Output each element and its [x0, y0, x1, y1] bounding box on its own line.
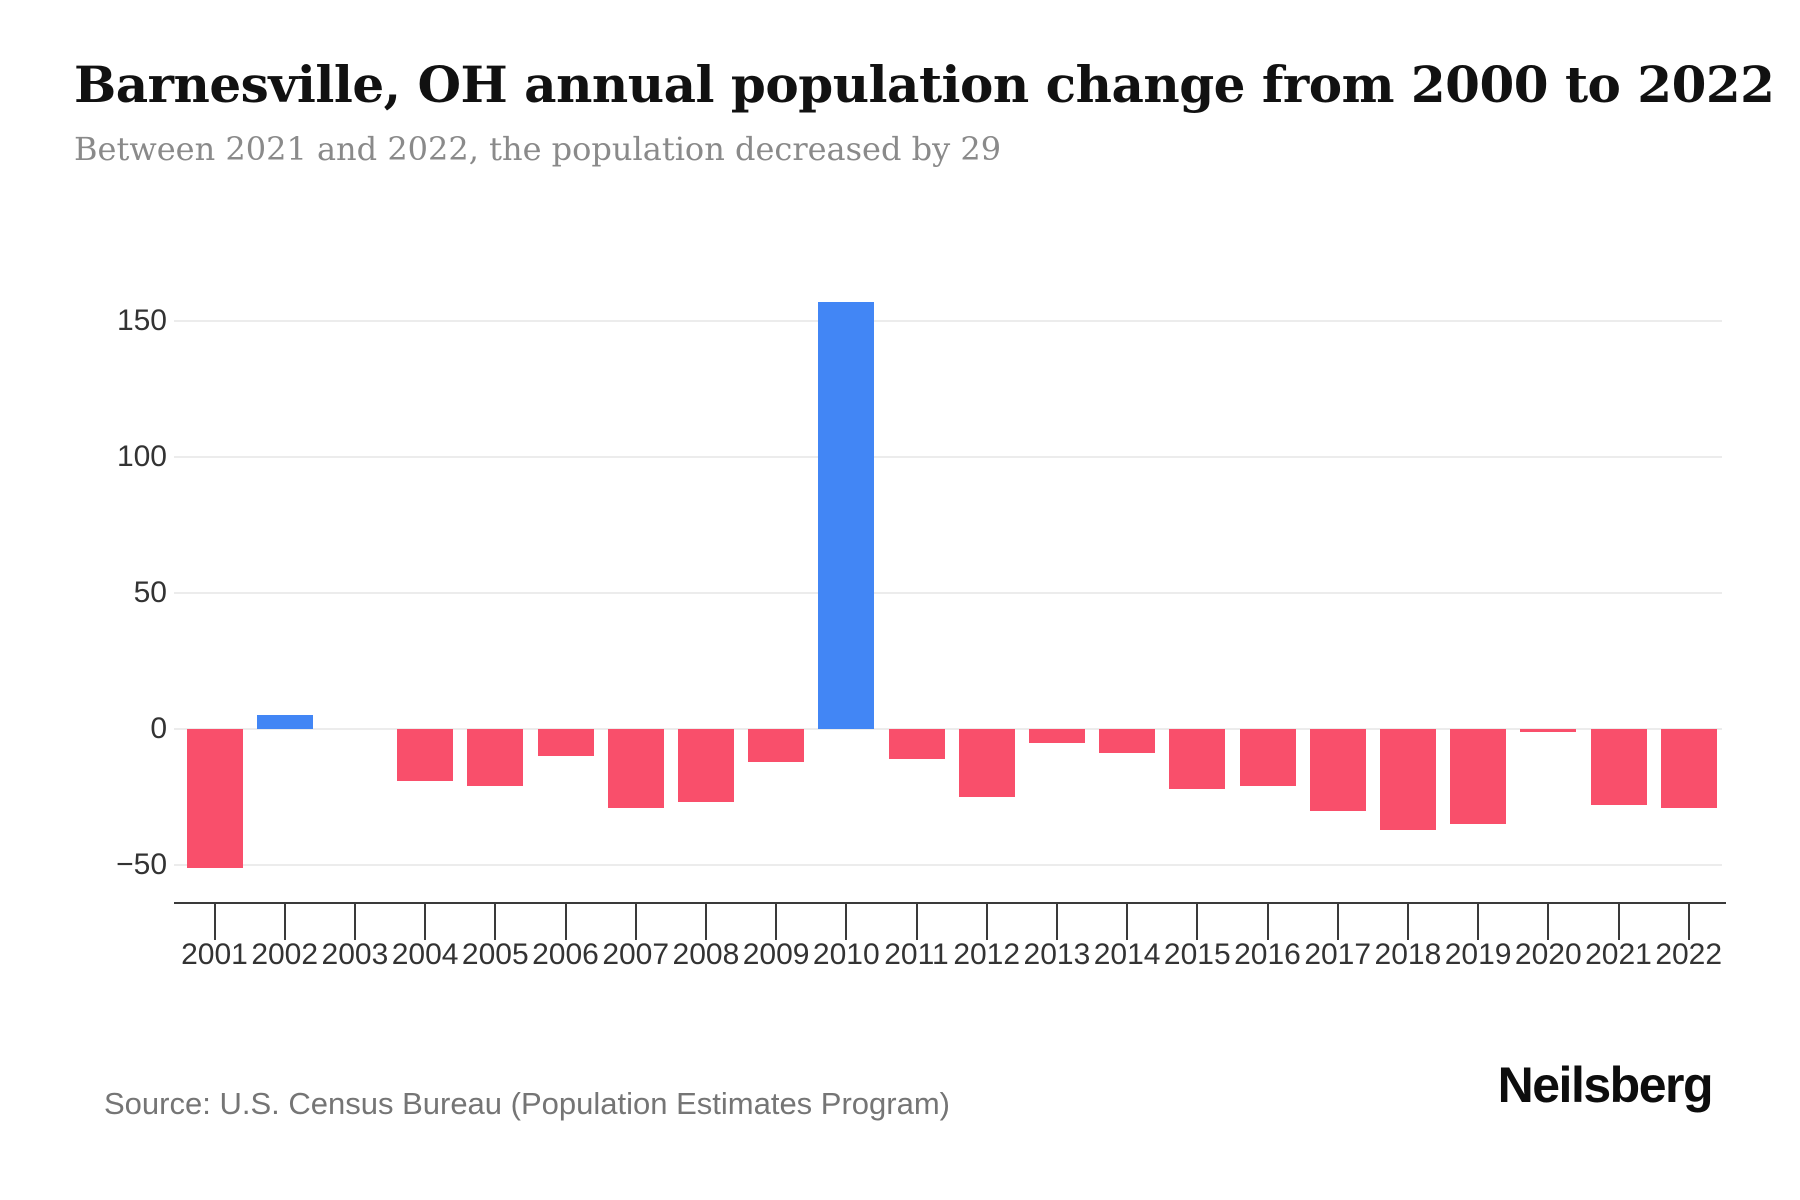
bar-2018[interactable] — [1379, 729, 1436, 830]
x-axis-tick-label: 2004 — [391, 938, 459, 971]
x-axis-tick — [424, 904, 427, 940]
x-axis-tick-label: 2011 — [884, 938, 949, 971]
y-gridline — [174, 728, 1722, 730]
x-axis-tick — [1196, 904, 1199, 940]
x-axis-tick — [1055, 904, 1058, 940]
x-axis-tick — [1617, 904, 1620, 940]
x-axis-tick — [845, 904, 848, 940]
bar-2011[interactable] — [888, 729, 945, 759]
x-axis-tick-label: 2020 — [1514, 938, 1582, 971]
x-axis-tick — [1687, 904, 1690, 940]
bar-2005[interactable] — [467, 729, 524, 787]
source-attribution: Source: U.S. Census Bureau (Population E… — [104, 1086, 950, 1121]
x-axis-tick — [985, 904, 988, 940]
bar-2021[interactable] — [1590, 729, 1647, 806]
x-axis-tick-label: 2018 — [1374, 938, 1442, 971]
bar-2015[interactable] — [1169, 729, 1226, 789]
x-axis-tick-label: 2015 — [1163, 938, 1231, 971]
bar-2012[interactable] — [958, 729, 1015, 797]
x-axis-tick-label: 2002 — [251, 938, 319, 971]
bar-2010[interactable] — [818, 301, 875, 729]
x-axis-tick — [1266, 904, 1269, 940]
y-gridline — [174, 864, 1722, 866]
x-axis-tick-label: 2009 — [742, 938, 810, 971]
x-axis-tick — [1126, 904, 1129, 940]
y-axis-tick-label: 100 — [116, 440, 167, 473]
bar-2006[interactable] — [537, 729, 594, 757]
x-axis-tick — [704, 904, 707, 940]
x-axis-tick — [1547, 904, 1550, 940]
x-axis-tick-label: 2012 — [953, 938, 1021, 971]
x-axis-tick-label: 2019 — [1444, 938, 1512, 971]
chart-subtitle: Between 2021 and 2022, the population de… — [74, 130, 1002, 168]
x-axis-tick-label: 2013 — [1023, 938, 1091, 971]
x-axis-tick — [494, 904, 497, 940]
bar-2014[interactable] — [1099, 729, 1156, 754]
bar-2022[interactable] — [1660, 729, 1717, 808]
y-axis-tick-label: 50 — [133, 576, 167, 609]
bar-2016[interactable] — [1239, 729, 1296, 787]
neilsberg-logo: Neilsberg — [1497, 1057, 1714, 1113]
x-axis-tick — [1336, 904, 1339, 940]
x-axis-line — [174, 902, 1726, 904]
x-axis-tick — [915, 904, 918, 940]
x-axis-tick-label: 2021 — [1585, 938, 1652, 971]
bar-2009[interactable] — [748, 729, 805, 762]
x-axis-tick-label: 2008 — [672, 938, 740, 971]
y-gridline — [174, 456, 1722, 458]
bar-2019[interactable] — [1450, 729, 1507, 825]
x-axis-tick-label: 2016 — [1234, 938, 1301, 971]
y-axis-tick-label: 150 — [116, 304, 167, 337]
y-axis-tick-label: −50 — [116, 848, 167, 881]
x-axis-tick — [634, 904, 637, 940]
y-axis-tick-label: 0 — [150, 712, 167, 745]
x-axis-tick-label: 2017 — [1304, 938, 1372, 971]
x-axis-tick — [1477, 904, 1480, 940]
bar-2001[interactable] — [186, 729, 243, 868]
chart-title: Barnesville, OH annual population change… — [74, 55, 1775, 114]
bar-2017[interactable] — [1309, 729, 1366, 811]
x-axis-tick-label: 2001 — [181, 938, 248, 971]
x-axis-tick-label: 2007 — [602, 938, 670, 971]
bar-2004[interactable] — [397, 729, 454, 781]
x-axis-tick — [1406, 904, 1409, 940]
bar-2013[interactable] — [1028, 729, 1085, 743]
x-axis-tick — [213, 904, 216, 940]
bar-2008[interactable] — [677, 729, 734, 803]
y-gridline — [174, 592, 1722, 594]
x-axis-tick — [283, 904, 286, 940]
bar-2002[interactable] — [256, 715, 313, 729]
x-axis-tick-label: 2006 — [532, 938, 599, 971]
x-axis-tick-label: 2010 — [812, 938, 880, 971]
bar-2020[interactable] — [1520, 729, 1577, 732]
x-axis-tick-label: 2014 — [1093, 938, 1161, 971]
x-axis-tick-label: 2022 — [1655, 938, 1723, 971]
x-axis-tick — [775, 904, 778, 940]
x-axis-tick — [564, 904, 567, 940]
x-axis-tick-label: 2005 — [461, 938, 529, 971]
x-axis-tick — [353, 904, 356, 940]
bar-2007[interactable] — [607, 729, 664, 808]
y-gridline — [174, 320, 1722, 322]
x-axis-tick-label: 2003 — [321, 938, 389, 971]
